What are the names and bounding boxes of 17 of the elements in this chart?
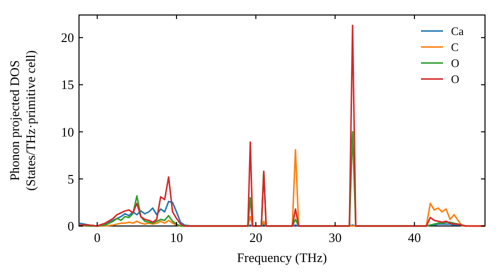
x-tick-label: 0 [94, 230, 100, 245]
legend-label: Ca [451, 26, 464, 38]
legend-label: O [451, 58, 460, 70]
y-axis-title: Phonon projected DOS (States/THz·primitive cell) [7, 50, 38, 191]
x-tick-label: 20 [249, 230, 262, 245]
legend-label: C [451, 42, 459, 54]
y-tick-label: 20 [61, 30, 74, 46]
x-tick-label: 40 [408, 230, 421, 245]
y-tick-label: 5 [68, 171, 74, 186]
x-tick-label: 30 [328, 230, 342, 245]
x-axis-title: Frequency (THz) [237, 250, 327, 265]
x-tick-label: 10 [170, 230, 184, 245]
y-tick-label: 15 [61, 77, 74, 92]
line-series [79, 24, 485, 227]
y-tick-label: 10 [61, 124, 74, 140]
legend-label: O [451, 74, 460, 86]
y-tick-label: 0 [68, 218, 74, 234]
